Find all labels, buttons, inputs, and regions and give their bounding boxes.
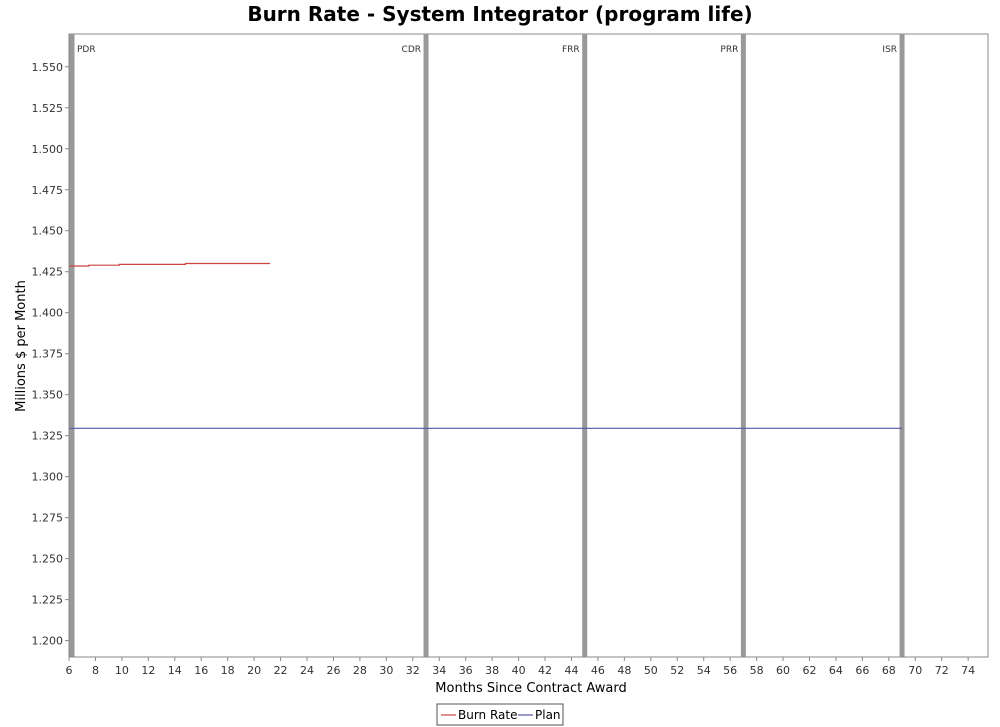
y-tick-label: 1.250	[32, 553, 64, 566]
x-tick-label: 38	[485, 664, 499, 677]
y-axis-label: Millions $ per Month	[14, 280, 29, 412]
milestone-label-prr: PRR	[720, 45, 738, 55]
y-tick-label: 1.350	[32, 389, 64, 402]
legend-label-plan: Plan	[535, 708, 561, 722]
y-tick-label: 1.525	[32, 102, 64, 115]
x-tick-label: 20	[247, 664, 261, 677]
x-tick-label: 18	[221, 664, 235, 677]
x-axis-label: Months Since Contract Award	[435, 681, 626, 696]
series-lines	[69, 262, 903, 429]
milestone-lines: PDR CDR FRR PRR ISR	[69, 34, 905, 657]
x-tick-label: 58	[750, 664, 764, 677]
y-tick-label: 1.200	[32, 635, 64, 648]
y-tick-label: 1.500	[32, 143, 64, 156]
x-tick-label: 46	[591, 664, 605, 677]
x-tick-label: 62	[802, 664, 816, 677]
x-tick-label: 10	[115, 664, 129, 677]
x-tick-label: 50	[644, 664, 658, 677]
milestone-label-pdr: PDR	[77, 45, 96, 55]
x-tick-label: 26	[326, 664, 340, 677]
series-line-burn-rate	[69, 262, 270, 267]
x-tick-label: 8	[92, 664, 99, 677]
x-tick-label: 30	[379, 664, 393, 677]
y-tick-label: 1.375	[32, 348, 64, 361]
x-tick-label: 70	[908, 664, 922, 677]
y-tick-label: 1.225	[32, 594, 64, 607]
x-tick-label: 66	[855, 664, 869, 677]
x-tick-label: 74	[961, 664, 975, 677]
x-tick-label: 60	[776, 664, 790, 677]
milestone-label-cdr: CDR	[402, 45, 421, 55]
x-axis-ticks: 6 8 10 12 14 16 18 20 22 24 26 28 30 32 34 36 38 40 42 44 46…	[66, 657, 975, 677]
x-tick-label: 22	[274, 664, 288, 677]
milestone-label-isr: ISR	[882, 45, 897, 55]
x-tick-label: 28	[353, 664, 367, 677]
y-axis-ticks: 1.200 1.225 1.250 1.275 1.300 1.325 1.350 1.375…	[32, 61, 69, 648]
x-tick-label: 34	[432, 664, 446, 677]
y-tick-label: 1.425	[32, 266, 64, 279]
x-tick-label: 54	[697, 664, 711, 677]
y-tick-label: 1.275	[32, 512, 64, 525]
legend-box	[436, 703, 564, 726]
x-tick-label: 6	[66, 664, 73, 677]
legend-label-burn-rate: Burn Rate	[458, 708, 518, 722]
x-tick-label: 40	[512, 664, 526, 677]
x-tick-label: 52	[670, 664, 684, 677]
x-tick-label: 44	[564, 664, 578, 677]
y-tick-label: 1.325	[32, 430, 64, 443]
x-tick-label: 56	[723, 664, 737, 677]
y-tick-label: 1.450	[32, 225, 64, 238]
y-tick-label: 1.300	[32, 471, 64, 484]
legend: Burn Rate Plan	[436, 703, 564, 726]
x-tick-label: 48	[617, 664, 631, 677]
milestone-label-frr: FRR	[562, 45, 580, 55]
x-tick-label: 42	[538, 664, 552, 677]
x-tick-label: 72	[935, 664, 949, 677]
plot-area	[68, 33, 989, 658]
y-tick-label: 1.475	[32, 184, 64, 197]
x-tick-label: 12	[141, 664, 155, 677]
x-tick-label: 32	[406, 664, 420, 677]
x-tick-label: 24	[300, 664, 314, 677]
x-tick-label: 64	[829, 664, 843, 677]
y-tick-label: 1.400	[32, 307, 64, 320]
x-tick-label: 14	[168, 664, 182, 677]
x-tick-label: 68	[882, 664, 896, 677]
x-tick-label: 36	[459, 664, 473, 677]
x-tick-label: 16	[194, 664, 208, 677]
chart-title: Burn Rate - System Integrator (program l…	[247, 2, 752, 26]
y-tick-label: 1.550	[32, 61, 64, 74]
